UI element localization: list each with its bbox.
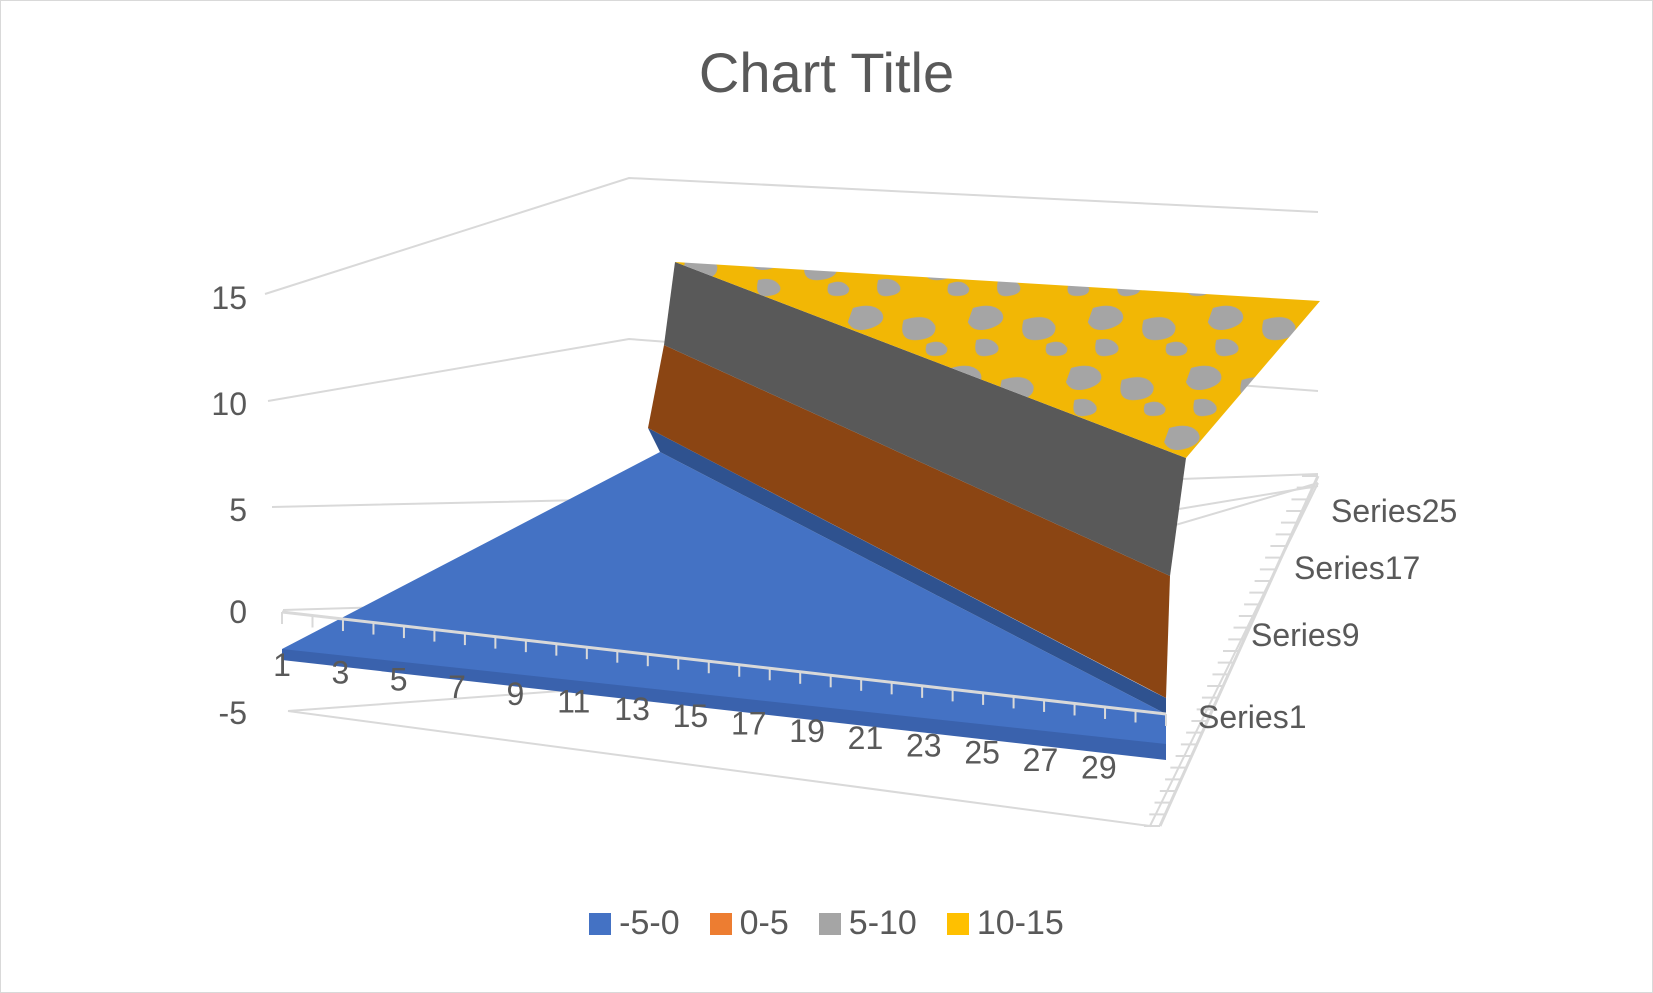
z-tick-label: 10 [211, 386, 247, 422]
series-tick-label: Series25 [1331, 493, 1457, 529]
x-tick-label: 23 [906, 727, 942, 763]
series-tick-label: Series9 [1251, 617, 1360, 653]
step-wall-gray [664, 262, 1186, 576]
x-tick-label: 21 [848, 720, 884, 756]
x-tick-label: 7 [448, 669, 466, 705]
legend-swatch [946, 912, 969, 935]
legend-label: 0-5 [739, 904, 789, 942]
series-tick-label: Series1 [1198, 699, 1307, 735]
step-wall-orange [648, 345, 1170, 698]
z-tick-label: 0 [229, 594, 247, 630]
x-axis-line [281, 610, 1167, 716]
chart-title: Chart Title [698, 41, 955, 104]
z-axis: 15 10 5 0 -5 [211, 280, 247, 731]
z-tick-label: 15 [211, 280, 247, 316]
legend-label: 10-15 [976, 904, 1064, 942]
z-tick-label: -5 [219, 695, 247, 731]
legend-label: 5-10 [848, 904, 917, 942]
x-tick-label: 25 [964, 735, 1000, 771]
x-tick-label: 3 [331, 654, 349, 690]
x-tick-label: 11 [557, 684, 590, 720]
step-wall-dark-blue [648, 428, 1166, 714]
legend-item: 10-15 [946, 904, 1064, 943]
x-tick-label: 1 [273, 647, 291, 683]
x-tick-label: 5 [390, 662, 408, 698]
series-axis: Series25 Series17 Series9 Series1 [1144, 475, 1457, 827]
series-tick-label: Series17 [1294, 550, 1420, 586]
x-tick-label: 9 [506, 676, 524, 712]
x-tick-label: 29 [1081, 749, 1117, 785]
legend-swatch [818, 912, 841, 935]
legend: -5-0 0-5 5-10 10-15 [0, 904, 1653, 943]
gridline-15 [264, 176, 1319, 295]
legend-label: -5-0 [619, 904, 680, 942]
legend-item: 0-5 [709, 904, 789, 943]
x-tick-label: 19 [789, 713, 825, 749]
legend-swatch [709, 912, 732, 935]
x-tick-label: 15 [673, 698, 709, 734]
legend-item: 5-10 [818, 904, 917, 943]
x-tick-label: 17 [731, 705, 767, 741]
surface-plateau [675, 262, 1320, 458]
floor-front-face [282, 649, 1166, 760]
x-tick-label: 13 [614, 691, 650, 727]
x-tick-label: 27 [1023, 742, 1059, 778]
z-tick-label: 5 [229, 492, 247, 528]
legend-swatch [589, 912, 612, 935]
legend-item: -5-0 [589, 904, 680, 943]
x-axis: 1 3 5 7 9 11 13 15 17 19 21 23 25 27 29 [273, 610, 1167, 785]
